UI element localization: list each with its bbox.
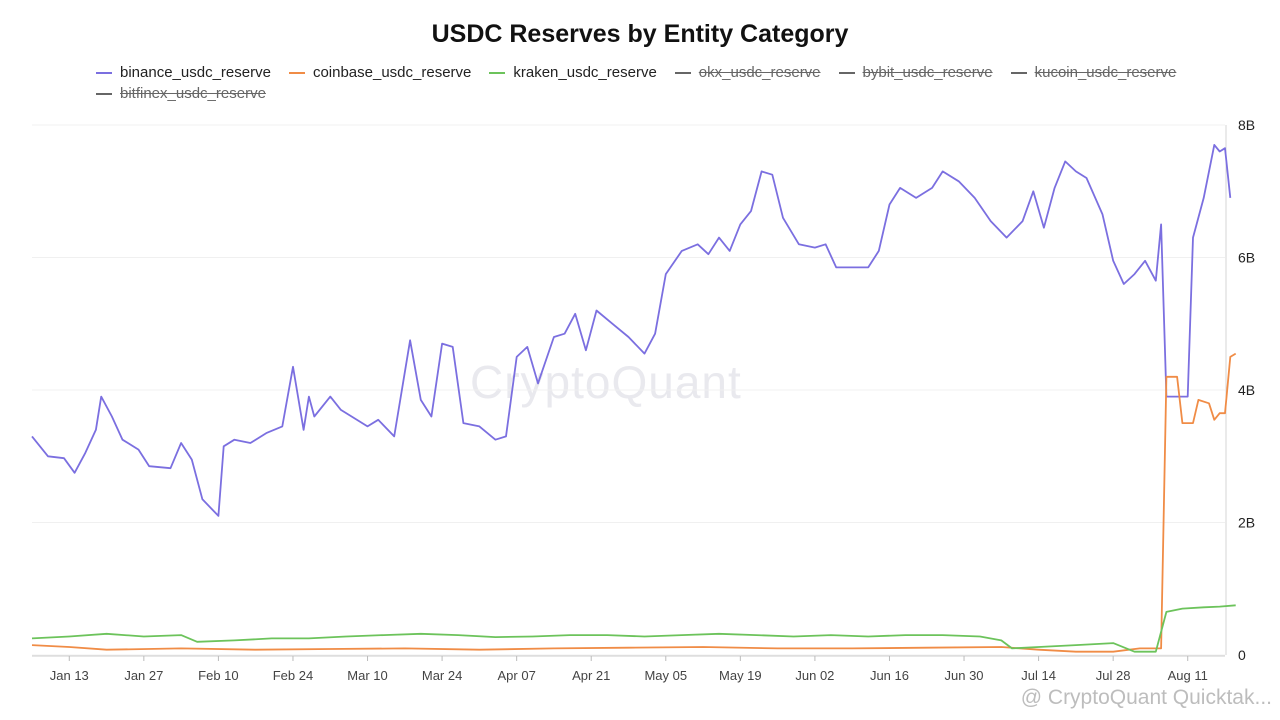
y-tick-label: 4B — [1238, 382, 1255, 398]
legend-item-kucoin-usdc-reserve[interactable]: kucoin_usdc_reserve — [1010, 63, 1177, 82]
y-tick-label: 2B — [1238, 515, 1255, 531]
legend-label: kucoin_usdc_reserve — [1034, 64, 1177, 81]
x-tick-label: Jan 27 — [124, 668, 163, 683]
legend-item-kraken-usdc-reserve[interactable]: kraken_usdc_reserve — [489, 63, 657, 82]
legend-swatch — [1010, 71, 1027, 74]
legend-swatch — [288, 71, 305, 74]
x-tick-label: Aug 11 — [1168, 668, 1208, 683]
x-tick-label: Jun 16 — [870, 668, 909, 683]
legend-item-okx-usdc-reserve[interactable]: okx_usdc_reserve — [674, 63, 821, 82]
x-axis: Jan 13 Jan 27 Feb 10 Feb 24 Mar 10 Mar 24 Apr … — [32, 655, 1225, 683]
x-tick-label: Jan 13 — [50, 668, 89, 683]
legend-label: bitfinex_usdc_reserve — [120, 85, 266, 102]
x-tick-label: Apr 21 — [572, 668, 610, 683]
legend-label: binance_usdc_reserve — [120, 64, 271, 81]
grid-lines — [32, 124, 1225, 656]
x-tick-label: Feb 24 — [273, 668, 313, 683]
legend-label: okx_usdc_reserve — [698, 64, 821, 81]
y-tick-label: 6B — [1238, 250, 1255, 266]
series-lines — [31, 144, 1237, 653]
series-line-binance-usdc-reserve — [31, 144, 1232, 517]
legend-swatch — [674, 71, 691, 74]
x-tick-label: Mar 24 — [422, 668, 462, 683]
legend-swatch — [96, 71, 112, 74]
y-tick-label: 0 — [1238, 647, 1246, 663]
legend-label: coinbase_usdc_reserve — [312, 64, 472, 81]
y-axis: 0 2B 4B 6B 8B — [1225, 117, 1255, 663]
x-tick-label: Jun 30 — [945, 668, 984, 683]
legend-item-binance-usdc-reserve[interactable]: binance_usdc_reserve — [96, 63, 271, 82]
legend-label: bybit_usdc_reserve — [862, 64, 993, 81]
x-tick-label: Apr 07 — [498, 668, 536, 683]
x-tick-label: Mar 10 — [347, 668, 387, 683]
legend-swatch — [96, 92, 112, 95]
legend-swatch — [838, 71, 855, 74]
series-line-kraken-usdc-reserve — [31, 604, 1236, 653]
chart-title: USDC Reserves by Entity Category — [431, 20, 849, 48]
x-tick-label: Jul 14 — [1021, 668, 1056, 683]
series-line-coinbase-usdc-reserve — [31, 352, 1237, 653]
legend-label: kraken_usdc_reserve — [513, 64, 657, 81]
legend-item-bybit-usdc-reserve[interactable]: bybit_usdc_reserve — [838, 63, 993, 82]
chart-legend: binance_usdc_reserve coinbase_usdc_reserv… — [96, 63, 1216, 103]
x-tick-label: May 05 — [644, 668, 687, 683]
legend-swatch — [489, 71, 506, 74]
legend-item-bitfinex-usdc-reserve[interactable]: bitfinex_usdc_reserve — [96, 84, 266, 103]
x-tick-label: Jul 28 — [1096, 668, 1131, 683]
attribution-text: @ CryptoQuant Quicktak... — [1020, 686, 1272, 709]
x-tick-label: Feb 10 — [198, 668, 238, 683]
legend-item-coinbase-usdc-reserve[interactable]: coinbase_usdc_reserve — [288, 63, 472, 82]
x-tick-label: May 19 — [719, 668, 762, 683]
x-tick-label: Jun 02 — [795, 668, 834, 683]
y-tick-label: 8B — [1238, 117, 1255, 133]
